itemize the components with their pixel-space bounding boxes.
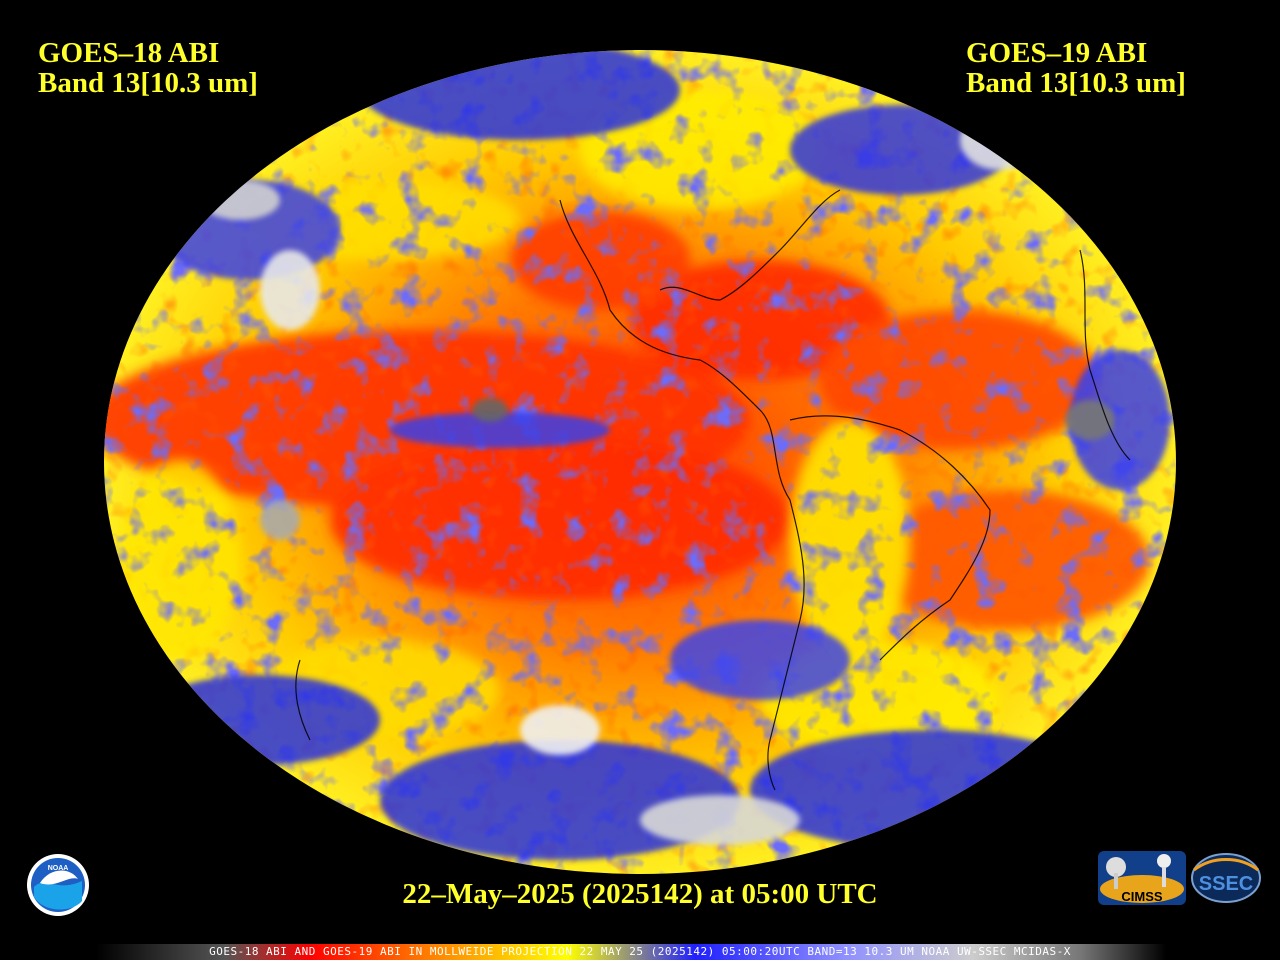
cimss-logo-text: CIMSS <box>1121 889 1163 904</box>
noaa-logo: NOAA <box>27 854 89 916</box>
cimss-logo: CIMSS <box>1098 851 1186 905</box>
right-satellite-name: GOES–19 ABI <box>966 37 1148 69</box>
right-band-label: Band 13[10.3 um] <box>966 67 1186 99</box>
left-satellite-label: GOES–18 ABI Band 13[10.3 um] <box>38 38 258 98</box>
color-scale-bar <box>96 944 1166 960</box>
noaa-logo-text: NOAA <box>48 865 69 872</box>
left-satellite-name: GOES–18 ABI <box>38 37 220 69</box>
ssec-logo-text: SSEC <box>1199 873 1253 895</box>
ssec-logo: SSEC <box>1191 853 1261 903</box>
footer-caption: GOES-18 ABI AND GOES-19 ABI IN MOLLWEIDE… <box>209 945 1071 958</box>
image-timestamp: 22–May–2025 (2025142) at 05:00 UTC <box>402 878 878 910</box>
right-satellite-label: GOES–19 ABI Band 13[10.3 um] <box>966 38 1186 98</box>
left-band-label: Band 13[10.3 um] <box>38 67 258 99</box>
